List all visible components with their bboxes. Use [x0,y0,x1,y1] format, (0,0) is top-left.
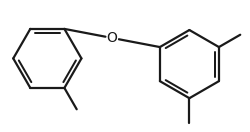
Text: O: O [107,31,118,45]
